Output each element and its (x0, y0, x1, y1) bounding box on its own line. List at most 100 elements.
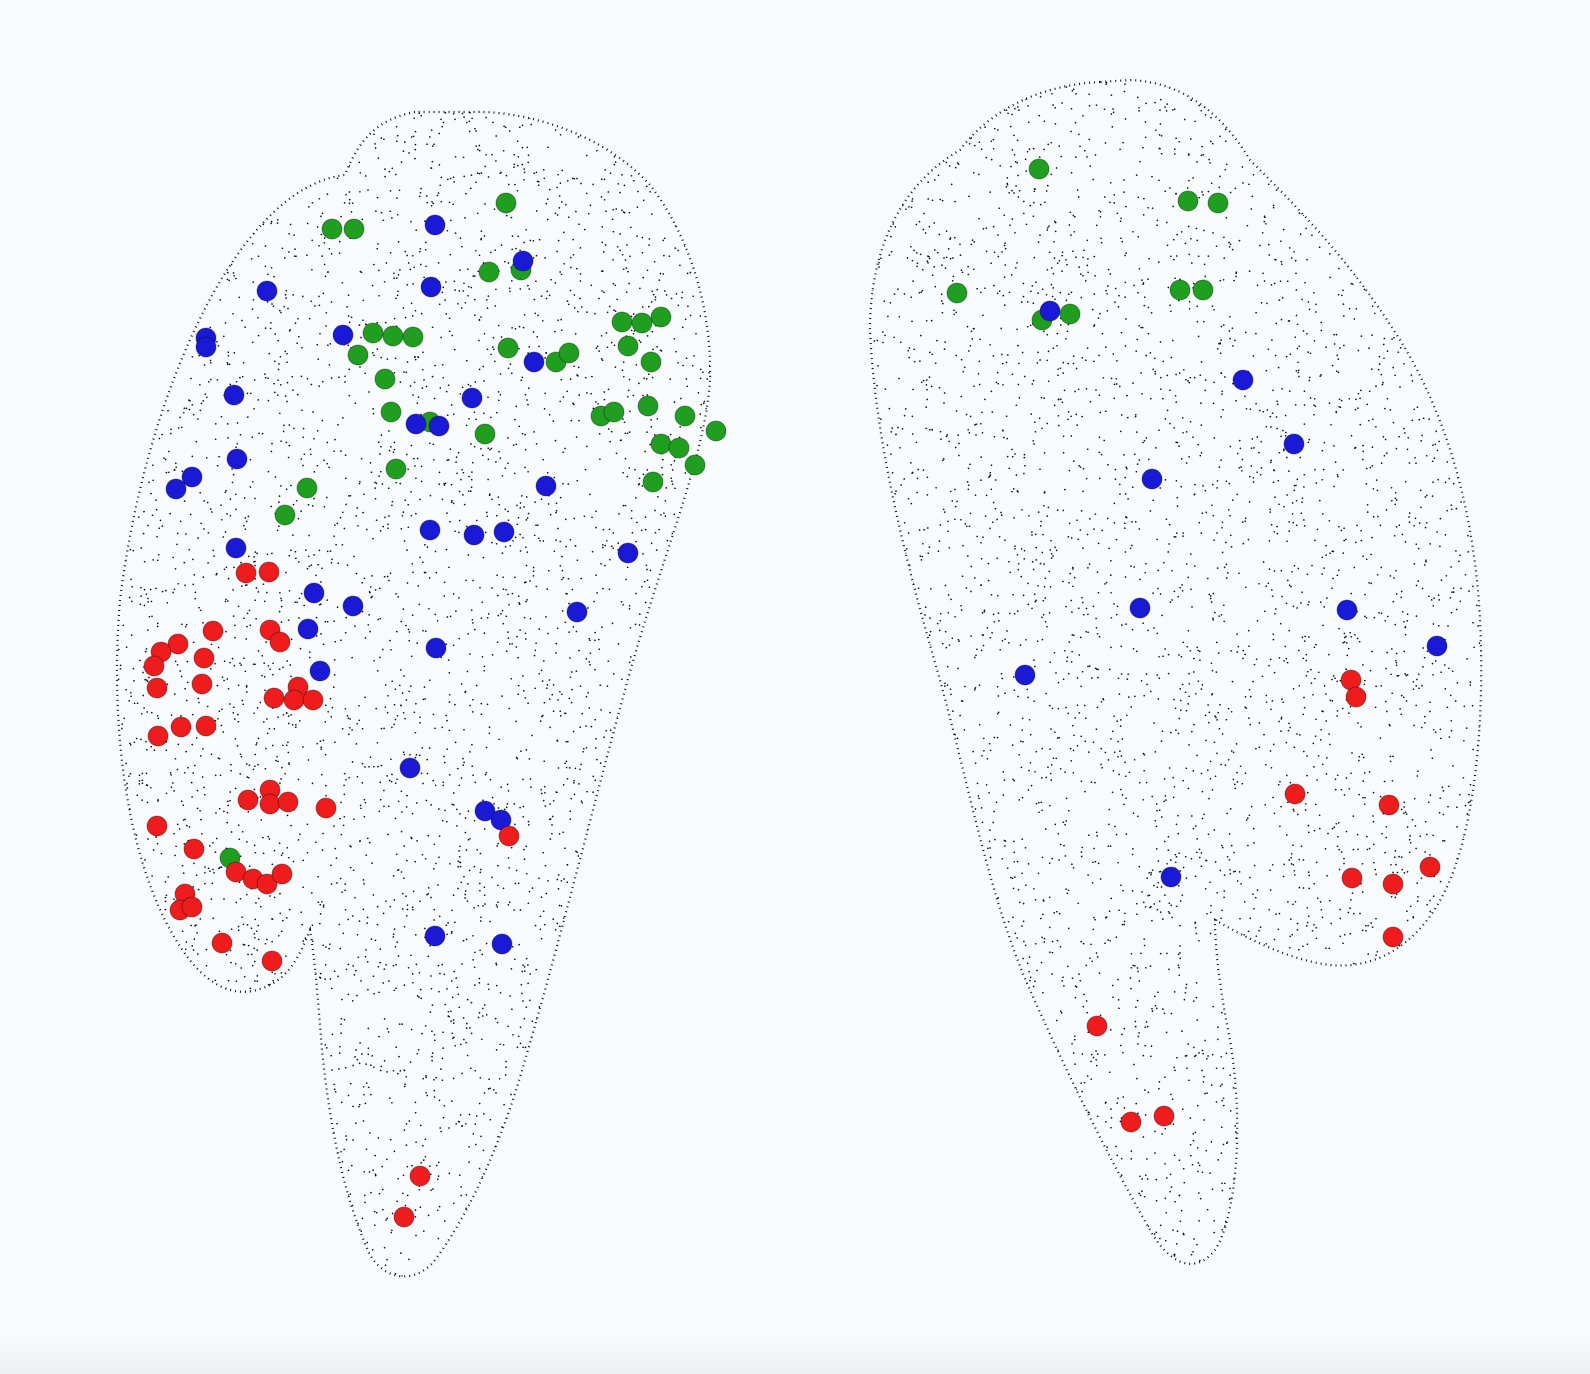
cloud-point (269, 668, 271, 671)
cloud-point (369, 462, 372, 464)
cloud-point (256, 949, 259, 951)
cloud-point (347, 733, 350, 736)
cloud-point (333, 620, 336, 623)
cloud-point (529, 778, 532, 780)
cloud-point (566, 777, 569, 780)
cloud-point (363, 493, 365, 496)
cloud-point (409, 685, 412, 687)
cloud-point (280, 854, 283, 857)
cloud-point (562, 784, 565, 786)
cloud-point (543, 760, 546, 763)
cloud-point (313, 497, 315, 500)
cloud-point (302, 859, 305, 862)
cloud-point (391, 167, 394, 170)
cloud-point (176, 823, 179, 826)
cloud-point (524, 466, 526, 469)
cloud-point (174, 567, 177, 570)
cloud-point (509, 544, 512, 547)
cloud-point (374, 589, 377, 591)
cloud-point (355, 969, 357, 972)
cloud-point (477, 1016, 480, 1019)
cloud-point (520, 495, 523, 497)
cloud-point (447, 384, 450, 387)
cloud-point (486, 703, 489, 706)
cloud-point (141, 782, 144, 785)
cloud-point (419, 988, 422, 991)
cloud-point (329, 943, 331, 946)
cloud-point (210, 378, 212, 381)
cloud-point (313, 437, 315, 440)
cloud-point (658, 528, 660, 531)
cloud-point (544, 864, 547, 867)
cloud-point (513, 958, 516, 961)
cloud-point (423, 543, 426, 546)
cloud-point (296, 342, 298, 344)
cloud-point (595, 401, 597, 403)
cloud-point (254, 578, 257, 580)
cloud-point (199, 491, 202, 494)
cloud-point (476, 212, 479, 215)
cloud-point (595, 347, 598, 349)
cloud-point (232, 615, 235, 617)
cloud-point (590, 725, 593, 728)
cloud-point (259, 905, 262, 908)
cloud-point (246, 584, 248, 586)
cloud-point (199, 918, 202, 920)
cloud-point (702, 371, 704, 374)
cloud-point (323, 241, 326, 244)
cloud-point (226, 811, 229, 814)
cloud-point (333, 658, 336, 661)
cloud-point (574, 333, 577, 335)
cloud-point (612, 532, 615, 534)
cloud-point (559, 715, 562, 717)
cloud-point (575, 850, 577, 853)
cloud-point (237, 824, 240, 827)
cloud-point (516, 523, 519, 526)
cloud-point (364, 696, 366, 699)
cloud-point (203, 500, 206, 502)
cloud-point (603, 178, 606, 181)
cloud-point (515, 405, 518, 408)
cloud-point (473, 906, 475, 909)
cloud-point (437, 964, 440, 967)
cloud-point (459, 865, 462, 868)
cloud-point (248, 865, 251, 868)
cloud-point (630, 226, 632, 229)
cloud-point (399, 482, 402, 485)
cloud-point (289, 664, 292, 666)
cloud-point (343, 202, 346, 204)
cloud-point (535, 171, 538, 174)
cloud-point (441, 1079, 444, 1082)
cloud-point (255, 617, 257, 620)
cloud-point (315, 635, 318, 637)
cloud-point (438, 835, 441, 838)
cloud-point (556, 250, 558, 253)
cloud-point (569, 657, 571, 659)
cloud-point (336, 882, 338, 884)
cloud-point (443, 1104, 446, 1107)
cloud-point (513, 909, 515, 911)
cloud-point (370, 1064, 372, 1067)
cloud-point (247, 953, 249, 956)
cloud-point (274, 476, 277, 478)
cloud-point (219, 299, 222, 301)
cloud-point (510, 677, 513, 680)
cloud-point (336, 522, 339, 525)
cloud-point (605, 539, 608, 542)
cloud-point (641, 251, 644, 254)
cloud-point (516, 635, 518, 638)
cloud-point (419, 247, 422, 250)
cloud-point (489, 1118, 492, 1121)
cloud-point (635, 364, 638, 366)
cloud-point (267, 470, 270, 473)
cloud-point (511, 945, 514, 948)
cloud-point (595, 526, 597, 529)
cloud-point (612, 208, 615, 211)
cloud-point (483, 669, 486, 672)
cloud-point (155, 836, 158, 838)
cloud-point (161, 525, 164, 527)
cloud-point (403, 371, 405, 373)
cloud-point (415, 802, 418, 804)
cloud-point (285, 441, 288, 444)
